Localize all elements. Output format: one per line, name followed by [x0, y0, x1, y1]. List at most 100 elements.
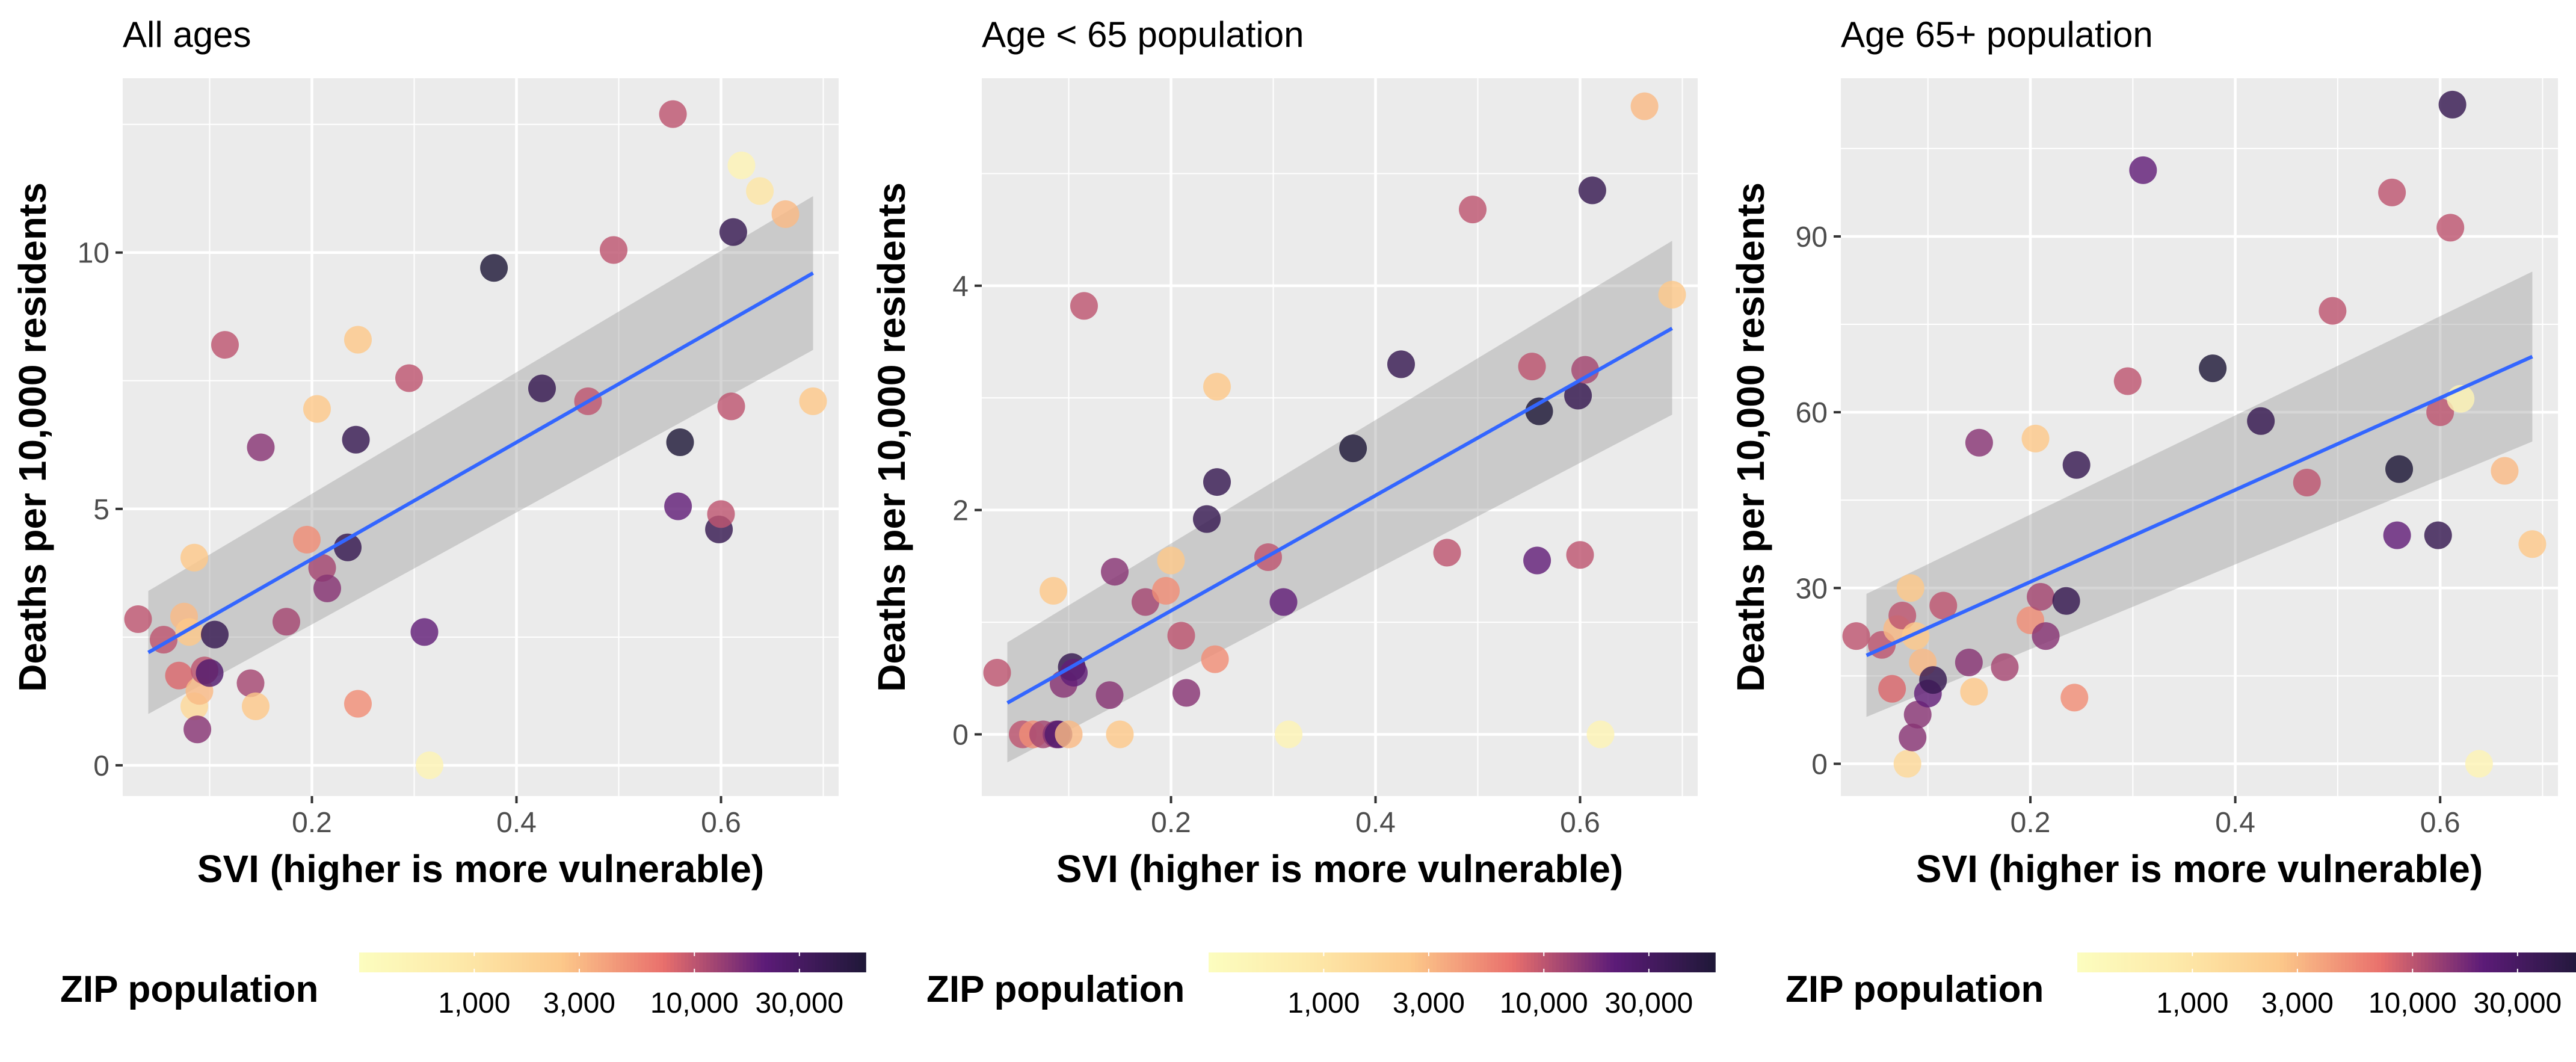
legend-color-segment	[536, 952, 541, 972]
legend-color-segment	[1335, 952, 1340, 972]
legend-color-segment	[381, 952, 385, 972]
legend-color-segment	[2457, 952, 2462, 972]
legend-color-segment	[2533, 952, 2537, 972]
legend-break-label: 30,000	[1604, 987, 1693, 1019]
y-tick-label: 5	[93, 494, 109, 526]
scatter-point	[183, 715, 212, 744]
legend-color-segment	[377, 952, 381, 972]
legend-color-segment	[1462, 952, 1466, 972]
legend-color-segment	[1443, 952, 1448, 972]
scatter-point	[1571, 356, 1599, 384]
scatter-point	[2199, 354, 2227, 383]
legend-color-segment	[1621, 952, 1625, 972]
legend-color-segment	[1567, 952, 1571, 972]
legend-color-segment	[1617, 952, 1622, 972]
legend-color-segment	[1306, 952, 1311, 972]
scatter-point	[395, 364, 423, 392]
legend-color-segment	[1375, 952, 1379, 972]
legend-color-segment	[858, 952, 863, 972]
legend-color-segment	[2522, 952, 2527, 972]
legend-color-segment	[1484, 952, 1488, 972]
scatter-point	[1167, 622, 1195, 650]
legend-color-segment	[2359, 952, 2364, 972]
legend-break-label: 1,000	[438, 987, 510, 1019]
scatter-point	[2518, 530, 2547, 558]
legend-color-segment	[395, 952, 399, 972]
scatter-point	[1203, 468, 1231, 496]
legend-color-segment	[1527, 952, 1532, 972]
legend-break-label: 1,000	[2156, 987, 2228, 1019]
legend-color-segment	[1212, 952, 1216, 972]
legend-color-segment	[1523, 952, 1528, 972]
legend-color-segment	[818, 952, 823, 972]
legend-color-segment	[2392, 952, 2397, 972]
x-tick-label: 0.4	[2215, 807, 2255, 839]
legend-color-segment	[514, 952, 519, 972]
legend-color-segment	[692, 952, 697, 972]
scatter-point	[528, 374, 556, 403]
legend-color-segment	[550, 952, 555, 972]
legend-color-segment	[2135, 952, 2140, 972]
legend-color-segment	[2128, 952, 2133, 972]
scatter-point	[664, 492, 692, 520]
legend-color-segment	[1248, 952, 1253, 972]
legend-color-segment	[601, 952, 606, 972]
legend-color-segment	[2251, 952, 2255, 972]
legend-color-segment	[1440, 952, 1444, 972]
legend-color-segment	[2377, 952, 2382, 972]
legend-color-segment	[1603, 952, 1607, 972]
legend-color-segment	[446, 952, 451, 972]
legend-color-segment	[453, 952, 458, 972]
legend-color-segment	[2294, 952, 2299, 972]
legend-color-segment	[2272, 952, 2277, 972]
legend-color-segment	[569, 952, 573, 972]
legend-color-segment	[2207, 952, 2212, 972]
legend-color-segment	[1696, 952, 1701, 972]
scatter-point	[799, 387, 827, 415]
legend-color-segment	[2464, 952, 2469, 972]
legend-color-segment	[496, 952, 501, 972]
legend-color-segment	[2486, 952, 2491, 972]
legend-color-segment	[1277, 952, 1282, 972]
legend-color-segment	[2153, 952, 2158, 972]
scatter-point	[344, 326, 372, 354]
legend-color-segment	[2403, 952, 2408, 972]
legend-color-segment	[2497, 952, 2501, 972]
legend-color-segment	[1367, 952, 1372, 972]
y-tick-label: 90	[1796, 221, 1828, 253]
legend-color-segment	[2222, 952, 2226, 972]
legend-color-segment	[2432, 952, 2436, 972]
x-tick-label: 0.6	[701, 807, 741, 839]
y-tick-label: 4	[952, 271, 969, 303]
legend-color-segment	[2316, 952, 2320, 972]
legend-color-segment	[674, 952, 679, 972]
scatter-point	[727, 151, 756, 179]
legend-color-segment	[829, 952, 834, 972]
legend-color-segment	[2396, 952, 2400, 972]
legend-color-segment	[1693, 952, 1698, 972]
legend-color-segment	[800, 952, 805, 972]
legend-color-segment	[1234, 952, 1238, 972]
legend-color-segment	[861, 952, 866, 972]
scatter-point	[1387, 350, 1415, 378]
legend-color-segment	[1642, 952, 1647, 972]
scatter-point	[344, 690, 372, 718]
scatter-point	[2491, 457, 2519, 485]
legend-color-segment	[2511, 952, 2516, 972]
legend-color-segment	[1407, 952, 1412, 972]
legend-color-segment	[370, 952, 374, 972]
legend-color-segment	[2283, 952, 2288, 972]
legend-color-segment	[2146, 952, 2151, 972]
scatter-point	[1132, 588, 1159, 616]
legend-color-segment	[2290, 952, 2295, 972]
legend-color-segment	[2243, 952, 2248, 972]
x-axis-label: SVI (higher is more vulnerable)	[1056, 847, 1623, 891]
legend-color-segment	[421, 952, 425, 972]
legend-color-segment	[833, 952, 837, 972]
legend-color-segment	[1668, 952, 1672, 972]
legend-color-segment	[2319, 952, 2324, 972]
legend-color-segment	[511, 952, 516, 972]
legend-color-segment	[786, 952, 790, 972]
legend-color-segment	[775, 952, 780, 972]
